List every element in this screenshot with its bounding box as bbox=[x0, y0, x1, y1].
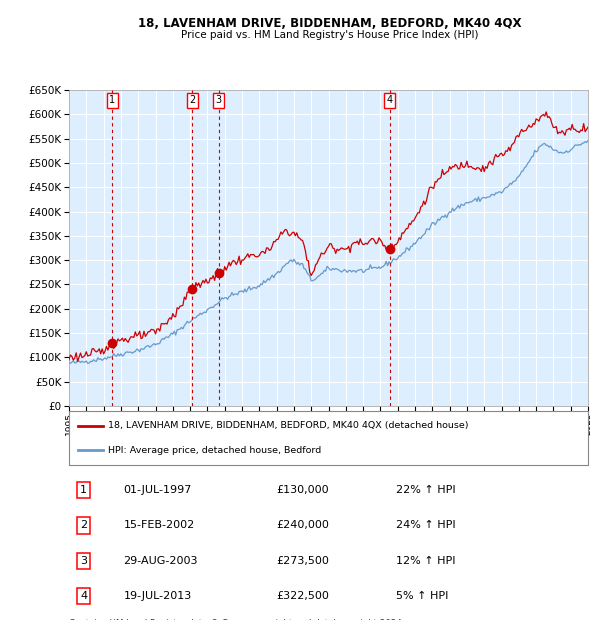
Text: 1: 1 bbox=[80, 485, 87, 495]
Text: 3: 3 bbox=[216, 95, 222, 105]
Text: 2: 2 bbox=[80, 520, 87, 531]
Text: 29-AUG-2003: 29-AUG-2003 bbox=[124, 556, 198, 566]
Text: £130,000: £130,000 bbox=[277, 485, 329, 495]
Text: 1: 1 bbox=[109, 95, 115, 105]
Text: Contains HM Land Registry data © Crown copyright and database right 2024.: Contains HM Land Registry data © Crown c… bbox=[69, 619, 404, 620]
Text: £322,500: £322,500 bbox=[277, 591, 329, 601]
Text: 2: 2 bbox=[189, 95, 196, 105]
Text: HPI: Average price, detached house, Bedford: HPI: Average price, detached house, Bedf… bbox=[108, 446, 321, 455]
Text: 3: 3 bbox=[80, 556, 87, 566]
Text: Price paid vs. HM Land Registry's House Price Index (HPI): Price paid vs. HM Land Registry's House … bbox=[181, 30, 479, 40]
Text: £240,000: £240,000 bbox=[277, 520, 329, 531]
Text: 01-JUL-1997: 01-JUL-1997 bbox=[124, 485, 192, 495]
Text: 4: 4 bbox=[80, 591, 87, 601]
Text: 12% ↑ HPI: 12% ↑ HPI bbox=[396, 556, 455, 566]
Text: 4: 4 bbox=[387, 95, 393, 105]
Text: 18, LAVENHAM DRIVE, BIDDENHAM, BEDFORD, MK40 4QX: 18, LAVENHAM DRIVE, BIDDENHAM, BEDFORD, … bbox=[138, 17, 522, 30]
Text: 5% ↑ HPI: 5% ↑ HPI bbox=[396, 591, 448, 601]
Text: 15-FEB-2002: 15-FEB-2002 bbox=[124, 520, 195, 531]
Text: 24% ↑ HPI: 24% ↑ HPI bbox=[396, 520, 455, 531]
Text: £273,500: £273,500 bbox=[277, 556, 329, 566]
Text: 19-JUL-2013: 19-JUL-2013 bbox=[124, 591, 192, 601]
Text: 22% ↑ HPI: 22% ↑ HPI bbox=[396, 485, 455, 495]
Text: 18, LAVENHAM DRIVE, BIDDENHAM, BEDFORD, MK40 4QX (detached house): 18, LAVENHAM DRIVE, BIDDENHAM, BEDFORD, … bbox=[108, 421, 469, 430]
